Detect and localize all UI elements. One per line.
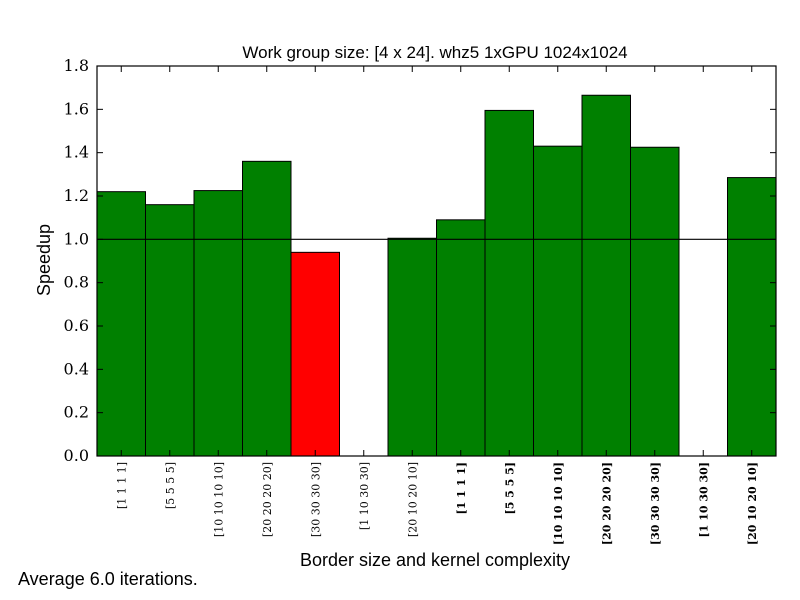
bar	[193, 190, 243, 457]
x-tick-label: [20 20 20 20]	[600, 462, 613, 545]
bar	[436, 219, 486, 457]
x-tick-label: [20 20 20 20]	[261, 462, 274, 537]
y-tick-label: 0.6	[64, 316, 89, 335]
x-tick-label: [10 10 10 10]	[552, 462, 565, 545]
y-axis-label: Speedup	[34, 224, 54, 296]
x-tick-label: [1 1 1 1]	[115, 462, 128, 509]
x-tick-label: [20 10 20 10]	[406, 462, 419, 537]
x-axis: [1 1 1 1] [5 5 5 5] [10 10 10 10] [20 20 20…	[115, 66, 759, 545]
y-tick-label: 0.8	[64, 273, 89, 292]
bar	[290, 251, 340, 457]
plot-frame	[96, 65, 777, 457]
bar	[96, 191, 146, 457]
footnote: Average 6.0 iterations.	[18, 569, 198, 589]
y-tick-label: 0.4	[64, 359, 89, 378]
y-tick-label: 1.6	[64, 99, 89, 118]
y-tick-label: 1.0	[64, 229, 89, 248]
bar	[630, 146, 680, 457]
chart-title: Work group size: [4 x 24]. whz5 1xGPU 10…	[242, 43, 627, 62]
y-tick-label: 0.2	[64, 403, 89, 422]
y-tick-label: 1.2	[64, 186, 89, 205]
y-tick-label: 0.0	[64, 446, 89, 465]
bar	[145, 204, 195, 457]
y-tick-label: 1.8	[64, 56, 89, 75]
bar	[581, 94, 631, 457]
x-tick-label: [5 5 5 5]	[164, 462, 177, 509]
x-tick-label: [1 10 30 30]	[358, 462, 371, 530]
bar	[484, 109, 534, 457]
x-tick-label: [5 5 5 5]	[503, 462, 516, 515]
y-tick-label: 1.4	[64, 143, 89, 162]
x-tick-label: [10 10 10 10]	[212, 462, 225, 537]
x-tick-label: [20 10 20 10]	[746, 462, 759, 545]
x-tick-label: [30 30 30 30]	[309, 462, 322, 537]
y-axis: 0.0 0.2 0.4 0.6 0.8 1.0 1.2 1.4 1.6 1.8	[64, 56, 776, 465]
bar	[727, 177, 777, 457]
bars-group	[96, 94, 777, 457]
x-tick-label: [30 30 30 30]	[649, 462, 662, 545]
bar	[242, 160, 292, 457]
bar	[387, 237, 437, 457]
x-tick-label: [1 10 30 30]	[697, 462, 710, 537]
x-axis-label: Border size and kernel complexity	[300, 550, 570, 570]
x-tick-label: [1 1 1 1]	[455, 462, 468, 515]
bar	[533, 145, 583, 457]
